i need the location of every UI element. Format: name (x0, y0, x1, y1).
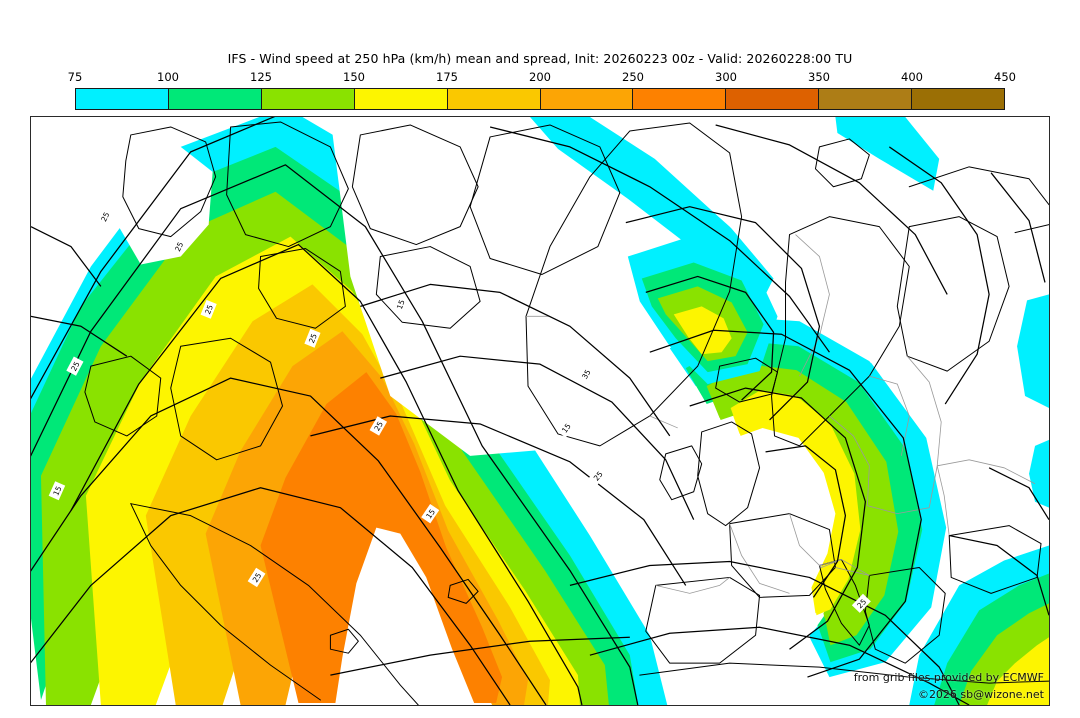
svg-text:25: 25 (307, 332, 319, 344)
colorbar-tick-label: 250 (622, 70, 644, 84)
colorbar-band (76, 89, 169, 109)
source-credit: from grib files provided by ECMWF (853, 671, 1044, 684)
svg-text:25: 25 (203, 303, 215, 315)
colorbar-band (540, 89, 634, 109)
svg-text:25: 25 (251, 571, 264, 584)
colorbar-tick-label: 300 (715, 70, 737, 84)
colorbar-band (261, 89, 355, 109)
colorbar: 75 100 125 150 175 200 250 300 350 400 450 (68, 70, 1016, 110)
colorbar-scale (75, 88, 1005, 110)
svg-text:15: 15 (395, 298, 407, 310)
svg-text:25: 25 (99, 210, 111, 223)
colorbar-band (633, 89, 727, 109)
colorbar-band (726, 89, 820, 109)
svg-text:35: 35 (580, 368, 593, 381)
map-canvas: 25 25 25 15 (31, 117, 1049, 705)
colorbar-tick-label: 350 (808, 70, 830, 84)
svg-text:25: 25 (69, 360, 82, 373)
colorbar-band (447, 89, 541, 109)
colorbar-band (168, 89, 262, 109)
svg-text:15: 15 (51, 485, 63, 498)
colorbar-tick-label: 125 (250, 70, 272, 84)
svg-text:25: 25 (173, 240, 185, 253)
svg-text:25: 25 (372, 420, 385, 433)
colorbar-tick-label: 100 (157, 70, 179, 84)
colorbar-tick-label: 175 (436, 70, 458, 84)
colorbar-band (912, 89, 1005, 109)
colorbar-band (819, 89, 913, 109)
colorbar-tick-label: 200 (529, 70, 551, 84)
colorbar-band (354, 89, 448, 109)
colorbar-tick-label: 400 (901, 70, 923, 84)
colorbar-tick-label: 75 (67, 70, 83, 84)
copyright-credit: ©2026 sb@wizone.net (917, 688, 1044, 701)
colorbar-tick-label: 150 (343, 70, 365, 84)
colorbar-tick-labels: 75 100 125 150 175 200 250 300 350 400 450 (68, 70, 1016, 86)
weather-map-icon[interactable]: 25 25 25 15 (30, 116, 1050, 706)
page-title: IFS - Wind speed at 250 hPa (km/h) mean … (227, 51, 853, 66)
colorbar-tick-label: 450 (994, 70, 1016, 84)
